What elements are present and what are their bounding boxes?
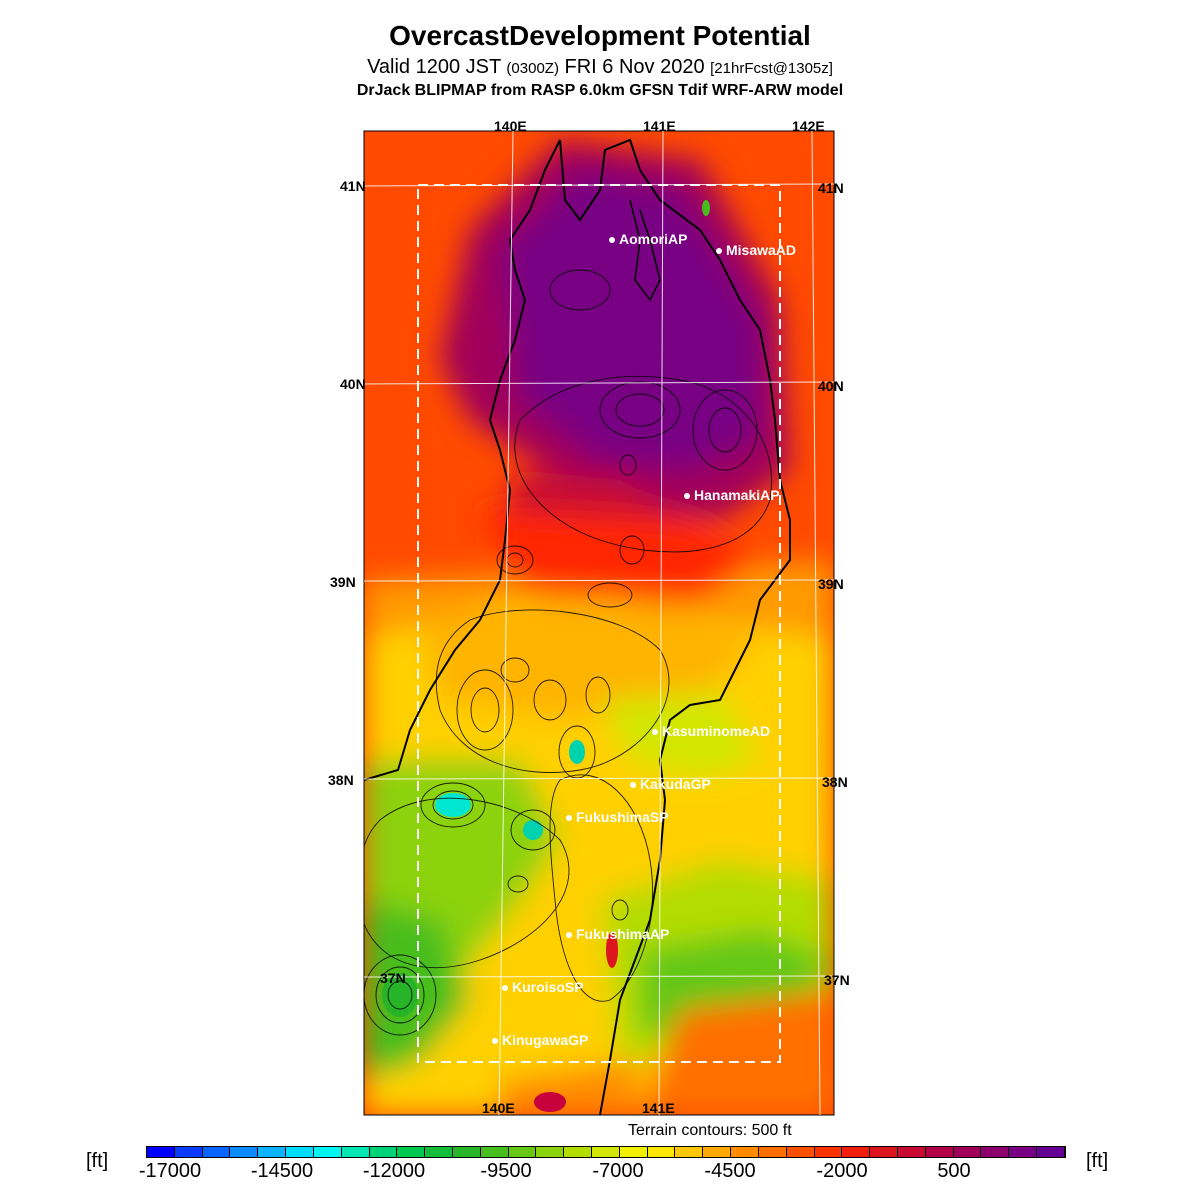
station-misawa-ad[interactable]: MisawaAD xyxy=(716,242,796,258)
model-source-line: DrJack BLIPMAP from RASP 6.0km GFSN Tdif… xyxy=(356,82,844,99)
colorbar-cell xyxy=(675,1147,704,1157)
station-marker-icon xyxy=(566,815,572,822)
colorbar-cell xyxy=(814,1147,843,1157)
inner-domain-box xyxy=(417,184,781,1063)
valid-time-subtitle: Valid 1200 JST (0300Z) FRI 6 Nov 2020 [2… xyxy=(367,56,833,78)
station-marker-icon xyxy=(492,1038,498,1045)
station-kasuminome-ad[interactable]: KasuminomeAD xyxy=(652,723,770,739)
station-fukushima-ap[interactable]: FukushimaAP xyxy=(566,926,669,942)
red-spot-fukushima xyxy=(606,932,618,968)
colorbar-tick-label: -17000 xyxy=(138,1160,202,1182)
lat-label-40n-left: 40N xyxy=(340,376,366,392)
colorbar-tick-label: 500 xyxy=(937,1160,971,1182)
map-title: OvercastDevelopment Potential xyxy=(389,20,811,51)
lat-label-38n-left: 38N xyxy=(328,772,354,788)
station-aomori-ap[interactable]: AomoriAP xyxy=(609,231,687,247)
colorbar-cell xyxy=(925,1147,954,1157)
colorbar-cell xyxy=(230,1147,259,1157)
lat-label-39n-left: 39N xyxy=(330,574,356,590)
colorbar xyxy=(146,1146,1066,1158)
colorbar-cell xyxy=(1037,1147,1065,1157)
station-marker-icon xyxy=(652,729,658,736)
colorbar-cell xyxy=(703,1147,732,1157)
colorbar-cell xyxy=(202,1147,231,1157)
colorbar-cell xyxy=(174,1147,203,1157)
lat-label-39n-right: 39N xyxy=(818,576,844,592)
lat-label-40n-right: 40N xyxy=(818,378,844,394)
lat-label-41n-left: 41N xyxy=(340,178,366,194)
colorbar-cell xyxy=(313,1147,342,1157)
colorbar-cell xyxy=(981,1147,1010,1157)
colorbar-unit-left: [ft] xyxy=(86,1150,109,1172)
station-fukushima-sp[interactable]: FukushimaSP xyxy=(566,809,669,825)
map-frame xyxy=(363,130,835,1116)
green-spot-southwest xyxy=(382,973,418,1017)
colorbar-tick-label: -4500 xyxy=(704,1160,756,1182)
lon-label-141e-bottom: 141E xyxy=(642,1100,675,1116)
cyan-spot-north xyxy=(569,740,585,764)
station-kinugawa-gp[interactable]: KinugawaGP xyxy=(492,1032,588,1048)
colorbar-cell xyxy=(508,1147,537,1157)
colorbar-cell xyxy=(731,1147,759,1157)
colorbar-cell xyxy=(564,1147,592,1157)
lon-label-140e-bottom: 140E xyxy=(482,1100,515,1116)
colorbar-cell xyxy=(758,1147,787,1157)
colorbar-cell xyxy=(369,1147,398,1157)
station-kuroiso-sp[interactable]: KuroisoSP xyxy=(502,979,584,995)
lat-label-37n-left: 37N xyxy=(380,970,406,986)
cyan-spot-center xyxy=(523,820,543,840)
terrain-contours-note: Terrain contours: 500 ft xyxy=(628,1122,792,1139)
colorbar-cell xyxy=(647,1147,676,1157)
mutsu-bay-coast xyxy=(629,199,661,302)
station-marker-icon xyxy=(716,248,722,255)
colorbar-tick-label: -12000 xyxy=(362,1160,426,1182)
colorbar-tick-label: -14500 xyxy=(250,1160,314,1182)
station-hanamaki-ap[interactable]: HanamakiAP xyxy=(684,487,780,503)
colorbar-cell xyxy=(425,1147,453,1157)
station-marker-icon xyxy=(566,932,572,939)
colorbar-cell xyxy=(397,1147,426,1157)
colorbar-cell xyxy=(592,1147,620,1157)
colorbar-tick-label: -2000 xyxy=(816,1160,868,1182)
lon-label-142e-top: 142E xyxy=(792,118,825,134)
colorbar-tick-label: -9500 xyxy=(480,1160,532,1182)
lat-label-37n-right: 37N xyxy=(824,972,850,988)
lat-label-38n-right: 38N xyxy=(822,774,848,790)
green-spot-north xyxy=(702,200,710,216)
lat-label-41n-right: 41N xyxy=(818,180,844,196)
map-field xyxy=(364,131,834,1115)
colorbar-cell xyxy=(1009,1147,1037,1157)
colorbar-cell xyxy=(786,1147,815,1157)
colorbar-cell xyxy=(147,1147,175,1157)
station-marker-icon xyxy=(502,985,508,992)
colorbar-cell xyxy=(286,1147,314,1157)
colorbar-unit-right: [ft] xyxy=(1086,1150,1109,1172)
cyan-spot-west xyxy=(435,793,471,817)
colorbar-cell xyxy=(480,1147,509,1157)
lon-label-140e-top: 140E xyxy=(494,118,527,134)
colorbar-cell xyxy=(258,1147,287,1157)
colorbar-cell xyxy=(341,1147,370,1157)
colorbar-cell xyxy=(536,1147,565,1157)
station-marker-icon xyxy=(609,237,615,244)
colorbar-cell xyxy=(953,1147,982,1157)
colorbar-tick-label: -7000 xyxy=(592,1160,644,1182)
colorbar-cell xyxy=(897,1147,926,1157)
colorbar-cell xyxy=(452,1147,481,1157)
station-marker-icon xyxy=(684,493,690,500)
station-kakuda-gp[interactable]: KakudaGP xyxy=(630,776,711,792)
station-marker-icon xyxy=(630,782,636,789)
colorbar-cell xyxy=(619,1147,648,1157)
colorbar-cell xyxy=(870,1147,898,1157)
colorbar-cell xyxy=(842,1147,871,1157)
west-coastline xyxy=(364,139,561,781)
lon-label-141e-top: 141E xyxy=(643,118,676,134)
red-spot-south xyxy=(534,1092,566,1112)
